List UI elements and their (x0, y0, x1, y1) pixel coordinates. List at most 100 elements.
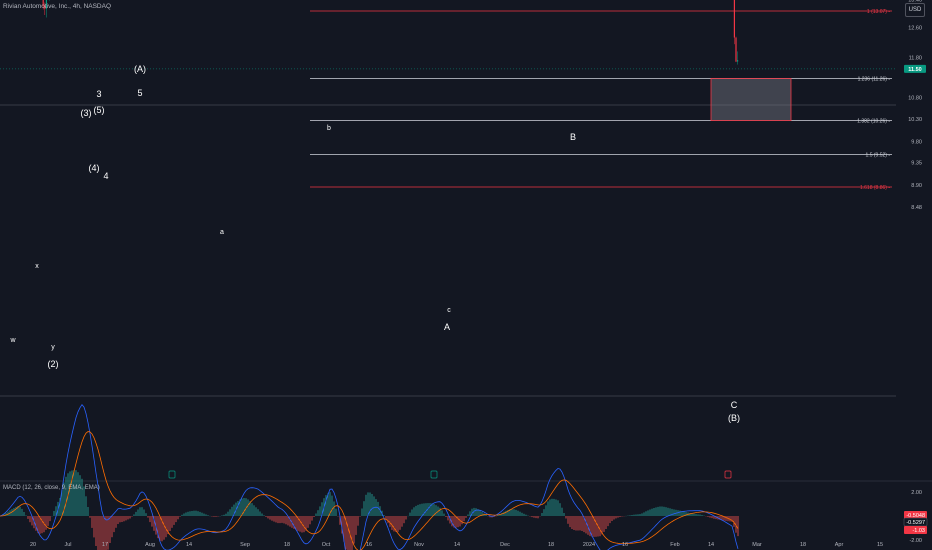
macd-histogram-bar (93, 516, 95, 538)
macd-histogram-bar (79, 475, 81, 516)
macd-histogram-bar (629, 515, 631, 516)
macd-line (0, 404, 739, 550)
macd-histogram-bar (435, 505, 437, 516)
macd-histogram-bar (541, 513, 543, 516)
macd-histogram-bar (41, 516, 43, 534)
macd-histogram-bar (683, 511, 685, 516)
macd-histogram-bar (207, 515, 209, 516)
macd-histogram-bar (681, 511, 683, 516)
macd-histogram-bar (547, 501, 549, 516)
macd-histogram-bar (449, 516, 451, 524)
macd-histogram-bar (189, 511, 191, 516)
wave-label: y (51, 344, 55, 351)
macd-histogram-bar (475, 508, 477, 516)
macd-histogram-bar (473, 507, 475, 516)
macd-histogram-bar (613, 516, 615, 520)
macd-histogram-bar (359, 516, 361, 517)
macd-histogram-bar (573, 516, 575, 530)
macd-histogram-bar (69, 471, 71, 516)
candle-body (733, 0, 735, 38)
macd-histogram-bar (231, 506, 233, 516)
macd-histogram-bar (647, 510, 649, 516)
macd-histogram-bar (121, 516, 123, 522)
macd-histogram-bar (247, 499, 249, 516)
macd-histogram-bar (415, 505, 417, 516)
macd-histogram-bar (563, 513, 565, 516)
macd-histogram-bar (327, 493, 329, 516)
candle-body (42, 0, 44, 7)
macd-histogram-bar (387, 516, 389, 524)
macd-histogram-bar (27, 516, 29, 519)
macd-histogram-bar (609, 516, 611, 524)
event-marker-icon (724, 470, 732, 479)
macd-histogram-bar (123, 516, 125, 522)
macd-histogram-bar (173, 516, 175, 525)
macd-histogram-bar (303, 516, 305, 533)
fib-level-label: 1.5 (9.52) - (866, 153, 891, 159)
macd-histogram-bar (107, 516, 109, 550)
macd-histogram-bar (397, 516, 399, 532)
macd-histogram-bar (393, 516, 395, 532)
price-tick-label: 8.48 (911, 205, 922, 211)
macd-histogram-bar (467, 514, 469, 516)
macd-histogram-bar (201, 512, 203, 516)
macd-histogram-bar (365, 494, 367, 516)
macd-histogram-bar (729, 516, 731, 522)
macd-histogram-bar (45, 516, 47, 530)
macd-histogram-bar (601, 516, 603, 535)
time-tick-label: 14 (186, 542, 192, 548)
macd-histogram-bar (233, 504, 235, 516)
macd-histogram-bar (109, 516, 111, 543)
macd-histogram-bar (341, 516, 343, 534)
macd-histogram-bar (557, 500, 559, 516)
macd-histogram-bar (279, 516, 281, 524)
time-tick-label: 18 (284, 542, 290, 548)
wave-label: 4 (103, 171, 108, 181)
time-tick-label: 14 (708, 542, 714, 548)
macd-histogram-bar (83, 486, 85, 516)
macd-histogram-bar (353, 516, 355, 544)
macd-histogram-bar (399, 516, 401, 530)
macd-histogram-bar (105, 516, 107, 550)
macd-histogram-bar (305, 516, 307, 531)
macd-histogram-bar (453, 516, 455, 528)
macd-histogram-bar (261, 513, 263, 516)
macd-histogram-bar (521, 512, 523, 516)
macd-histogram-bar (575, 516, 577, 531)
macd-pane: 2.000.00-2.00-0.5048-0.5297-1.03 (0, 404, 932, 550)
currency-button[interactable]: USD (905, 3, 925, 17)
macd-histogram-bar (505, 510, 507, 516)
price-tick-label: 8.90 (911, 183, 922, 189)
macd-histogram-bar (519, 511, 521, 516)
macd-histogram-bar (295, 516, 297, 530)
macd-value-badge (904, 526, 927, 534)
candle-body (737, 60, 739, 62)
macd-histogram-bar (169, 516, 171, 531)
macd-histogram-bar (229, 509, 231, 516)
macd-histogram-bar (403, 516, 405, 524)
macd-histogram-bar (533, 516, 535, 518)
macd-histogram-bar (317, 510, 319, 516)
macd-histogram-bar (377, 501, 379, 516)
macd-histogram-bar (165, 516, 167, 538)
macd-histogram-bar (245, 498, 247, 516)
macd-histogram-bar (333, 501, 335, 516)
macd-histogram-bar (657, 506, 659, 516)
macd-value-label: -0.5048 (906, 513, 925, 519)
macd-histogram-bar (711, 516, 713, 519)
macd-histogram-bar (361, 508, 363, 516)
macd-histogram-bar (579, 516, 581, 531)
macd-histogram-bar (535, 516, 537, 519)
macd-histogram-bar (685, 512, 687, 516)
candlestick-series (0, 0, 932, 397)
macd-value-badge (904, 511, 927, 519)
macd-histogram-bar (181, 514, 183, 516)
macd-histogram-bar (271, 516, 273, 521)
macd-histogram-bar (525, 514, 527, 516)
macd-histogram-bar (5, 512, 7, 516)
macd-histogram-bar (347, 516, 349, 550)
macd-histogram-bar (267, 516, 269, 519)
macd-histogram-bar (431, 503, 433, 516)
last-price-label: 11.50 (908, 67, 921, 73)
